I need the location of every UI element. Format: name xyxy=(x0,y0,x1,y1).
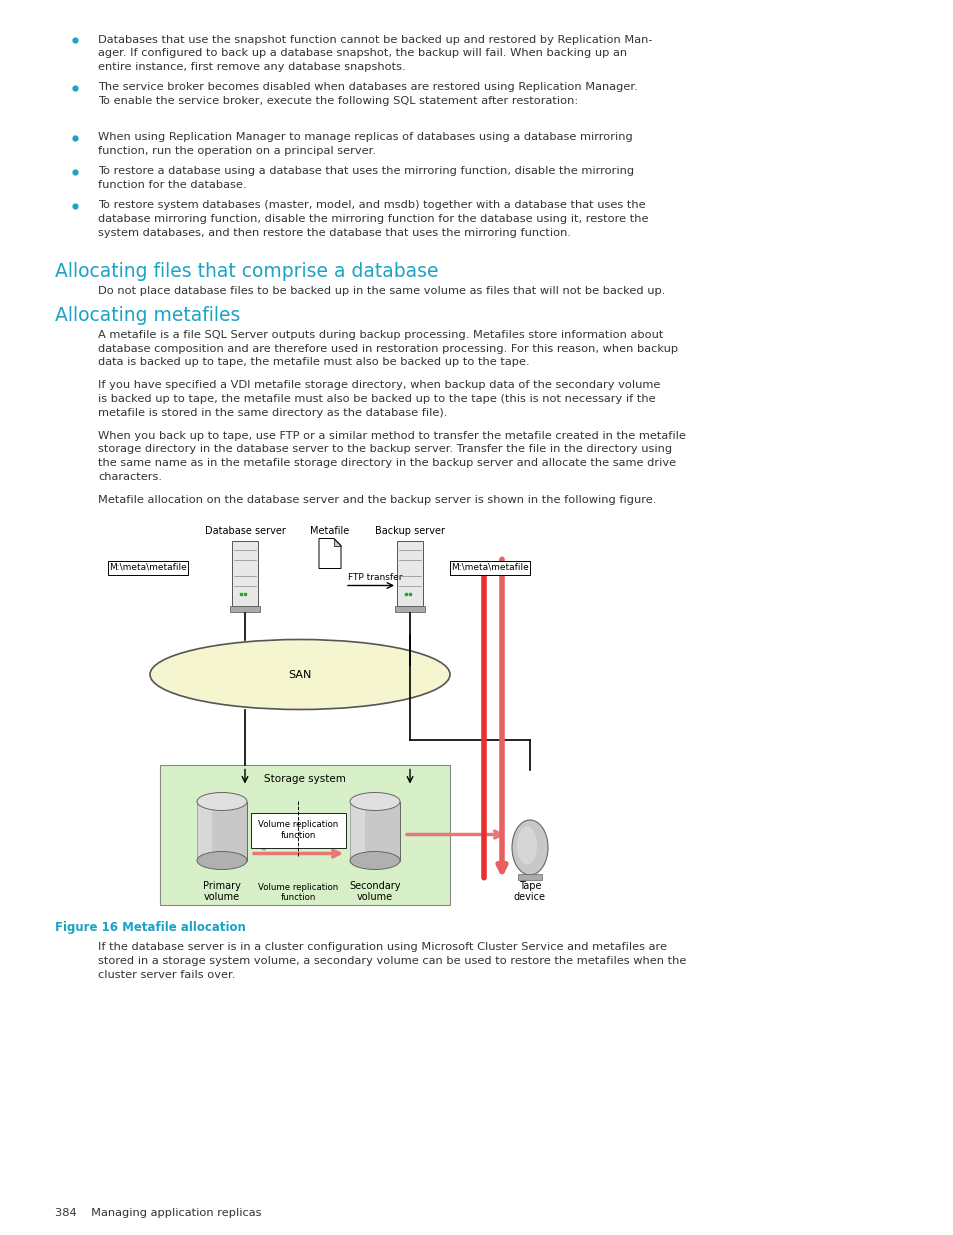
Text: 384    Managing application replicas: 384 Managing application replicas xyxy=(55,1208,261,1218)
Text: Metafile: Metafile xyxy=(310,526,349,536)
Text: database composition and are therefore used in restoration processing. For this : database composition and are therefore u… xyxy=(98,343,678,353)
Text: Metafile allocation on the database server and the backup server is shown in the: Metafile allocation on the database serv… xyxy=(98,495,656,505)
Text: If you have specified a VDI metafile storage directory, when backup data of the : If you have specified a VDI metafile sto… xyxy=(98,380,659,390)
Text: Primary
volume: Primary volume xyxy=(203,881,241,903)
Text: characters.: characters. xyxy=(98,472,162,482)
Bar xyxy=(350,802,399,861)
Polygon shape xyxy=(318,538,340,568)
Text: Volume replication
function: Volume replication function xyxy=(258,820,338,840)
Text: M:\meta\metafile: M:\meta\metafile xyxy=(109,563,187,572)
Bar xyxy=(196,802,212,861)
Text: M:\meta\metafile: M:\meta\metafile xyxy=(451,563,528,572)
Ellipse shape xyxy=(350,793,399,810)
Text: metafile is stored in the same directory as the database file).: metafile is stored in the same directory… xyxy=(98,408,447,417)
Text: cluster server fails over.: cluster server fails over. xyxy=(98,969,235,979)
Text: ager. If configured to back up a database snapshot, the backup will fail. When b: ager. If configured to back up a databas… xyxy=(98,48,626,58)
Text: Backup server: Backup server xyxy=(375,526,444,536)
Text: If the database server is in a cluster configuration using Microsoft Cluster Ser: If the database server is in a cluster c… xyxy=(98,942,666,952)
Bar xyxy=(232,541,257,605)
Text: system databases, and then restore the database that uses the mirroring function: system databases, and then restore the d… xyxy=(98,227,571,237)
Bar xyxy=(450,561,530,574)
Bar xyxy=(251,813,346,847)
Text: Do not place database files to be backed up in the same volume as files that wil: Do not place database files to be backed… xyxy=(98,287,664,296)
Text: Storage system: Storage system xyxy=(264,774,346,784)
Text: Tape
device: Tape device xyxy=(514,881,545,903)
Text: database mirroring function, disable the mirroring function for the database usi: database mirroring function, disable the… xyxy=(98,214,648,224)
Text: data is backed up to tape, the metafile must also be backed up to the tape.: data is backed up to tape, the metafile … xyxy=(98,357,529,367)
Text: function for the database.: function for the database. xyxy=(98,180,246,190)
Bar xyxy=(517,873,541,879)
Text: Database server: Database server xyxy=(204,526,285,536)
Bar xyxy=(396,541,422,605)
Text: entire instance, first remove any database snapshots.: entire instance, first remove any databa… xyxy=(98,62,405,72)
Bar xyxy=(160,764,450,904)
Text: The service broker becomes disabled when databases are restored using Replicatio: The service broker becomes disabled when… xyxy=(98,83,638,93)
Text: stored in a storage system volume, a secondary volume can be used to restore the: stored in a storage system volume, a sec… xyxy=(98,956,685,966)
Text: To restore system databases (master, model, and msdb) together with a database t: To restore system databases (master, mod… xyxy=(98,200,645,210)
Text: Volume replication
function: Volume replication function xyxy=(258,883,338,903)
Ellipse shape xyxy=(517,826,537,864)
Bar xyxy=(108,561,188,574)
Text: SAN: SAN xyxy=(288,669,312,679)
Bar xyxy=(196,802,247,861)
Text: FTP transfer: FTP transfer xyxy=(348,573,402,583)
Ellipse shape xyxy=(150,640,450,709)
Text: Allocating files that comprise a database: Allocating files that comprise a databas… xyxy=(55,262,438,282)
Text: Secondary
volume: Secondary volume xyxy=(349,881,400,903)
Text: To restore a database using a database that uses the mirroring function, disable: To restore a database using a database t… xyxy=(98,167,634,177)
Text: When using Replication Manager to manage replicas of databases using a database : When using Replication Manager to manage… xyxy=(98,132,632,142)
Ellipse shape xyxy=(350,851,399,869)
Ellipse shape xyxy=(512,820,547,876)
Text: Allocating metafiles: Allocating metafiles xyxy=(55,306,240,325)
Bar xyxy=(230,605,260,611)
Text: When you back up to tape, use FTP or a similar method to transfer the metafile c: When you back up to tape, use FTP or a s… xyxy=(98,431,685,441)
Bar xyxy=(395,605,424,611)
Text: Figure 16 Metafile allocation: Figure 16 Metafile allocation xyxy=(55,920,246,934)
Text: storage directory in the database server to the backup server. Transfer the file: storage directory in the database server… xyxy=(98,445,672,454)
Text: Databases that use the snapshot function cannot be backed up and restored by Rep: Databases that use the snapshot function… xyxy=(98,35,652,44)
Text: A metafile is a file SQL Server outputs during backup processing. Metafiles stor: A metafile is a file SQL Server outputs … xyxy=(98,330,662,340)
Polygon shape xyxy=(334,538,340,546)
Ellipse shape xyxy=(196,851,247,869)
Text: function, run the operation on a principal server.: function, run the operation on a princip… xyxy=(98,146,375,156)
Bar xyxy=(350,802,365,861)
Text: the same name as in the metafile storage directory in the backup server and allo: the same name as in the metafile storage… xyxy=(98,458,676,468)
Ellipse shape xyxy=(196,793,247,810)
Text: To enable the service broker, execute the following SQL statement after restorat: To enable the service broker, execute th… xyxy=(98,96,578,106)
Text: is backed up to tape, the metafile must also be backed up to the tape (this is n: is backed up to tape, the metafile must … xyxy=(98,394,655,404)
